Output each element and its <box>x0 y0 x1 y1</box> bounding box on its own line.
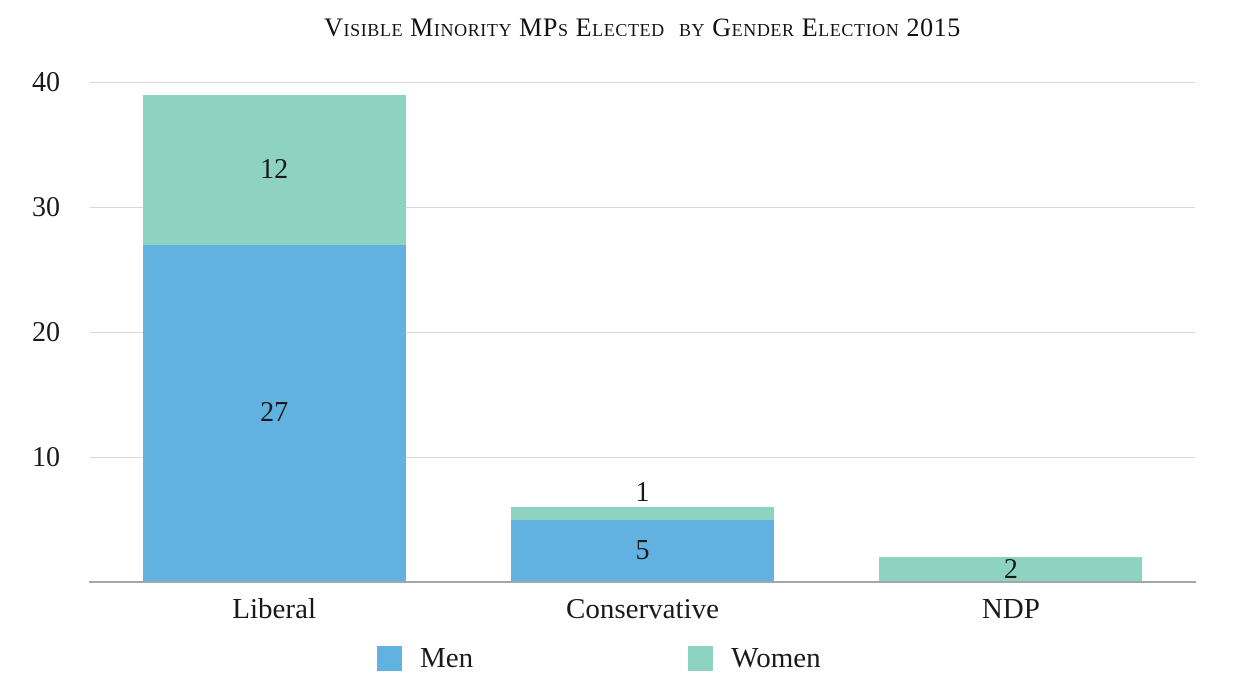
bar-value-label: 1 <box>635 477 650 508</box>
y-axis-tick-label: 30 <box>32 192 60 223</box>
gridline <box>90 206 1195 208</box>
bar-liberal-women <box>142 94 406 245</box>
y-axis-tick-label: 40 <box>32 67 60 98</box>
bar-ndp-women <box>879 557 1143 582</box>
x-axis-line <box>89 581 1196 583</box>
bar-value-label: 5 <box>635 534 650 566</box>
gridline <box>90 456 1195 458</box>
legend-label-men: Men <box>420 642 474 674</box>
x-axis-label-liberal: Liberal <box>232 593 317 625</box>
y-axis-tick-label: 20 <box>32 317 60 348</box>
bar-conservative-men <box>511 519 774 582</box>
chart-title: Visible Minority MPs Elected by Gender E… <box>324 13 961 42</box>
bar-value-label: 27 <box>260 397 289 429</box>
men-color-swatch <box>377 646 402 671</box>
women-color-swatch <box>688 646 714 671</box>
x-axis-label-conservative: Conservative <box>565 593 719 625</box>
legend-label-women: Women <box>731 642 821 674</box>
x-axis-label-ndp: NDP <box>981 593 1040 625</box>
bar-value-label: 2 <box>1003 553 1018 585</box>
legend-item-men: Men <box>377 642 474 674</box>
bar-conservative-women <box>511 507 774 520</box>
bar-liberal-men <box>142 244 406 582</box>
legend: Men Women <box>377 642 821 674</box>
legend-item-women: Women <box>688 642 821 674</box>
y-axis-tick-label: 10 <box>32 442 60 473</box>
bar-value-label: 12 <box>260 153 289 185</box>
gridline <box>90 81 1195 83</box>
gridline <box>90 331 1195 333</box>
